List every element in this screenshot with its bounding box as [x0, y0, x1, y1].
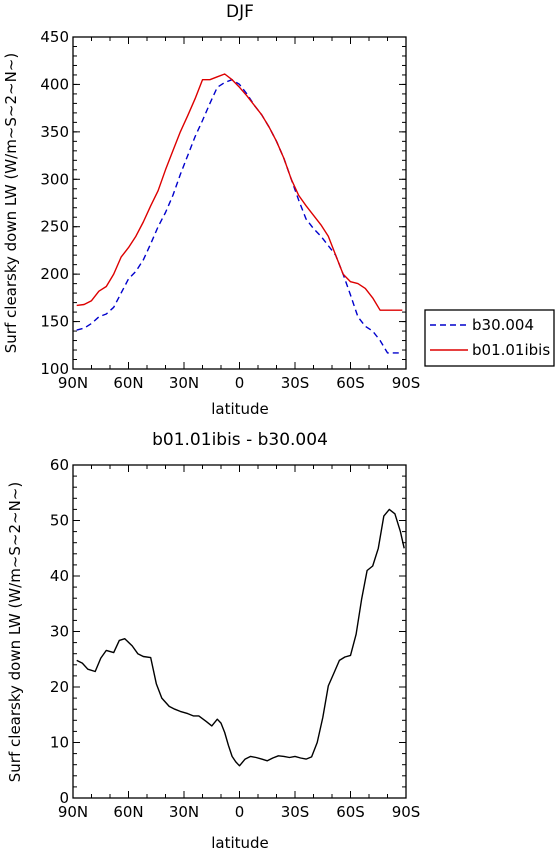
top-y-tick-label: 250 [40, 218, 69, 236]
bottom-panel: b01.01ibis - b30.004 latitude Surf clear… [6, 430, 420, 852]
bottom-y-tick-label: 20 [50, 678, 69, 696]
legend-label-b30-004: b30.004 [472, 316, 534, 334]
top-series-lines [76, 73, 403, 354]
legend-box [424, 309, 555, 367]
top-y-tick-label: 300 [40, 170, 69, 188]
bottom-y-tick-label: 40 [50, 567, 69, 585]
top-panel: DJF latitude Surf clearsky down LW (W/m~… [2, 2, 420, 418]
top-y-tick-label: 200 [40, 265, 69, 283]
top-chart-title: DJF [226, 2, 254, 22]
top-y-tick-label: 100 [40, 360, 69, 378]
legend: b30.004 b01.01ibis [424, 309, 555, 367]
top-y-tick-label: 450 [40, 28, 69, 46]
bottom-y-tick-label: 50 [50, 512, 69, 530]
top-x-tick-label: 60S [336, 374, 365, 392]
top-series-line-b01-01ibis [76, 73, 403, 311]
bottom-series-line-difference [76, 508, 405, 767]
top-x-axis-label: latitude [211, 400, 269, 418]
top-x-tick-label: 90N [58, 374, 88, 392]
top-series-line-b30-004 [76, 78, 403, 354]
top-x-tick-label: 30S [281, 374, 310, 392]
bottom-x-tick-label: 0 [235, 803, 245, 821]
bottom-x-tick-label: 30N [169, 803, 199, 821]
top-axis-ticks: 90N 60N 30N 0 30S 60S 90S 100 150 200 250 300 350 400… [40, 28, 420, 392]
top-x-tick-label: 60N [113, 374, 143, 392]
bottom-x-axis-label: latitude [211, 834, 269, 852]
bottom-x-tick-label: 90S [392, 803, 421, 821]
top-x-tick-label: 90S [392, 374, 421, 392]
bottom-series-lines [76, 508, 405, 767]
bottom-y-tick-label: 10 [50, 734, 69, 752]
bottom-x-tick-label: 30S [281, 803, 310, 821]
bottom-axis-ticks: 90N 60N 30N 0 30S 60S 90S 0 10 20 30 40 50 60 [50, 456, 420, 821]
bottom-y-tick-label: 30 [50, 623, 69, 641]
bottom-x-tick-label: 90N [58, 803, 88, 821]
top-y-tick-label: 400 [40, 75, 69, 93]
bottom-y-tick-label: 0 [59, 789, 69, 807]
top-x-tick-label: 0 [235, 374, 245, 392]
top-x-tick-label: 30N [169, 374, 199, 392]
bottom-x-tick-label: 60S [336, 803, 365, 821]
bottom-y-axis-label: Surf clearsky down LW (W/m~S~2~N~) [6, 482, 24, 782]
top-y-tick-label: 350 [40, 123, 69, 141]
bottom-y-tick-label: 60 [50, 456, 69, 474]
legend-label-b01-01ibis: b01.01ibis [472, 341, 550, 359]
bottom-x-tick-label: 60N [113, 803, 143, 821]
top-y-tick-label: 150 [40, 313, 69, 331]
top-y-axis-label: Surf clearsky down LW (W/m~S~2~N~) [2, 53, 20, 353]
bottom-chart-title: b01.01ibis - b30.004 [152, 430, 328, 450]
